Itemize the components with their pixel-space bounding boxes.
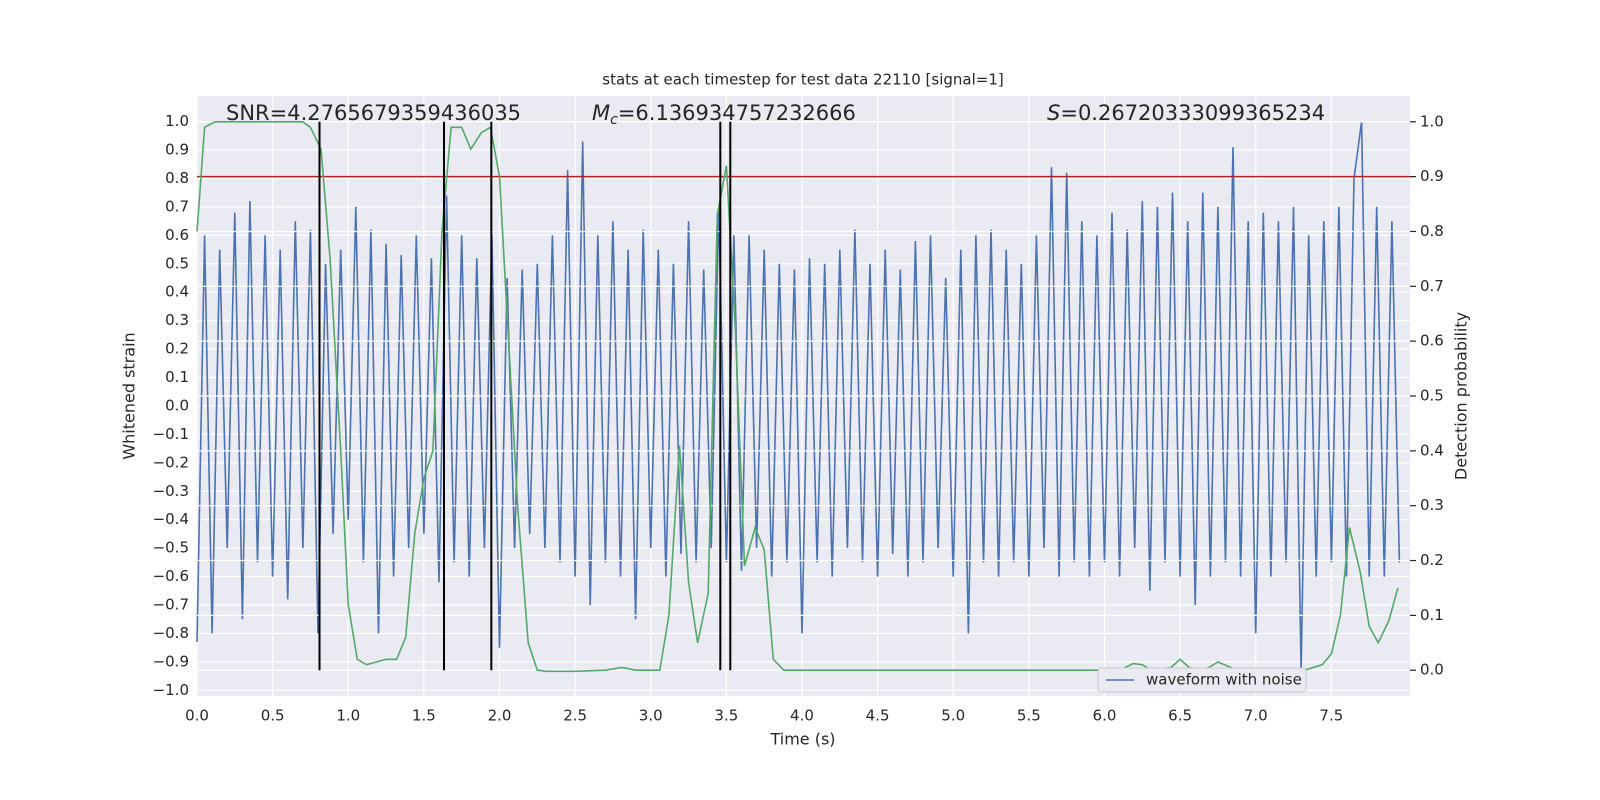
- y-tick-label: 0.2: [165, 340, 189, 358]
- annotation-text: =6.136934757232666: [618, 101, 856, 125]
- annotation-symbol: S: [1047, 101, 1060, 125]
- legend-box: [1097, 667, 1307, 693]
- y-tick-label: 1.0: [165, 112, 189, 130]
- y-tick-label: −1.0: [153, 681, 189, 699]
- y-tick-label: −0.3: [153, 482, 189, 500]
- x-tick-label: 6.0: [1093, 707, 1117, 725]
- x-tick-label: 0.0: [185, 707, 209, 725]
- y-tick-label: −0.1: [153, 425, 189, 443]
- x-tick-label: 4.5: [866, 707, 890, 725]
- x-tick-label: 7.0: [1244, 707, 1268, 725]
- y-tick-label: 0.8: [165, 169, 189, 187]
- y-tick-label: 0.6: [165, 226, 189, 244]
- x-tick-label: 4.0: [790, 707, 814, 725]
- y2-axis-label: Detection probability: [1452, 312, 1471, 480]
- annotation-subscript: c: [610, 112, 618, 128]
- y2-tick-label: 0.9: [1420, 167, 1444, 185]
- y2-tick-label: 0.3: [1420, 496, 1444, 514]
- x-tick-label: 7.5: [1319, 707, 1343, 725]
- y-tick-label: −0.4: [153, 510, 189, 528]
- legend-label: waveform with noise: [1146, 671, 1302, 689]
- x-tick-label: 6.5: [1168, 707, 1192, 725]
- x-tick-label: 5.0: [941, 707, 965, 725]
- x-tick-label: 5.5: [1017, 707, 1041, 725]
- y-tick-label: −0.6: [153, 567, 189, 585]
- y2-tick-label: 0.8: [1420, 222, 1444, 240]
- y-tick-label: 0.3: [165, 311, 189, 329]
- y2-tick-label: 0.1: [1420, 606, 1444, 624]
- x-tick-label: 1.0: [336, 707, 360, 725]
- y2-tick-label: 0.7: [1420, 277, 1444, 295]
- annotation-text: SNR=4.2765679359436035: [226, 101, 521, 125]
- annotation: S=0.26720333099365234: [1047, 101, 1325, 125]
- y2-tick-label: 0.4: [1420, 441, 1444, 459]
- y-tick-label: 0.0: [165, 396, 189, 414]
- y2-tick-label: 0.6: [1420, 332, 1444, 350]
- annotation-symbol: M: [592, 101, 610, 125]
- x-tick-label: 3.0: [639, 707, 663, 725]
- annotation-text: =0.26720333099365234: [1060, 101, 1325, 125]
- y-tick-label: −0.5: [153, 539, 189, 557]
- y-tick-label: −0.8: [153, 624, 189, 642]
- x-tick-label: 3.5: [714, 707, 738, 725]
- y2-tick-label: 0.2: [1420, 551, 1444, 569]
- x-tick-label: 2.5: [563, 707, 587, 725]
- x-tick-label: 2.0: [488, 707, 512, 725]
- y-axis-label: Whitened strain: [120, 332, 139, 459]
- y-tick-label: 0.7: [165, 197, 189, 215]
- y2-tick-label: 0.0: [1420, 661, 1444, 679]
- probability-line: [196, 121, 1399, 673]
- waveform-line: [196, 121, 1401, 671]
- y-tick-label: 0.5: [165, 254, 189, 272]
- chart-title: stats at each timestep for test data 221…: [602, 71, 1003, 89]
- annotation: Mc=6.136934757232666: [592, 101, 856, 128]
- x-tick-label: 1.5: [412, 707, 436, 725]
- y-tick-label: −0.2: [153, 453, 189, 471]
- y2-tick-label: 1.0: [1420, 112, 1444, 130]
- x-tick-label: 0.5: [261, 707, 285, 725]
- y-tick-label: −0.7: [153, 596, 189, 614]
- y-tick-label: 0.1: [165, 368, 189, 386]
- y2-tick-label: 0.5: [1420, 387, 1444, 405]
- y-tick-label: −0.9: [153, 652, 189, 670]
- annotation: SNR=4.2765679359436035: [226, 101, 521, 125]
- x-axis-label: Time (s): [769, 730, 835, 749]
- y-tick-label: 0.9: [165, 141, 189, 159]
- y-tick-label: 0.4: [165, 283, 189, 301]
